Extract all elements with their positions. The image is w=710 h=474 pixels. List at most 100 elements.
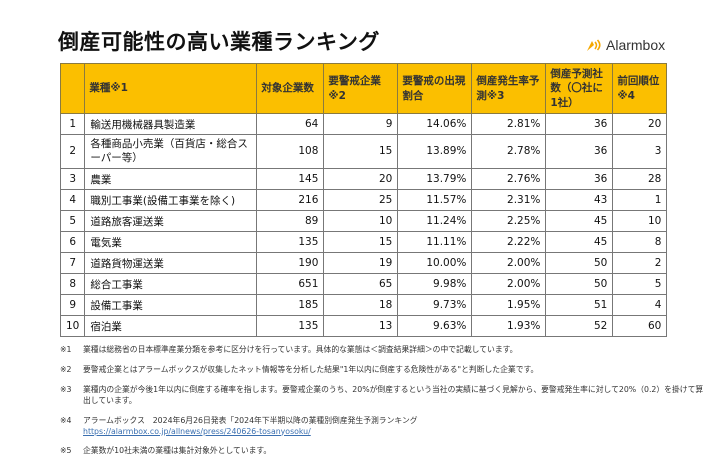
table-row: 10 宿泊業 135 13 9.63% 1.93% 52 60 <box>59 315 668 337</box>
table-row: 6 電気業 135 15 11.11% 2.22% 45 8 <box>59 231 668 253</box>
value-cell: 89 <box>256 210 325 232</box>
table-row: 4 職別工事業(設備工事業を除く) 216 25 11.57% 2.31% 43 1 <box>59 189 668 211</box>
value-cell: 185 <box>256 294 325 316</box>
column-header: 要警戒企業※2 <box>323 63 399 114</box>
value-cell: 10 <box>323 210 399 232</box>
value-cell: 651 <box>256 273 325 295</box>
column-header <box>59 63 86 114</box>
value-cell: 13.89% <box>397 134 473 169</box>
press-link[interactable]: https://alarmbox.co.jp/allnews/press/240… <box>83 426 311 436</box>
value-cell: 5 <box>612 273 668 295</box>
value-cell: 216 <box>256 189 325 211</box>
value-cell: 13 <box>323 315 399 337</box>
value-cell: 11.57% <box>397 189 473 211</box>
rank-cell: 9 <box>59 294 86 316</box>
value-cell: 25 <box>323 189 399 211</box>
industry-cell: 道路貨物運送業 <box>84 252 258 274</box>
value-cell: 28 <box>612 168 668 190</box>
value-cell: 2.25% <box>471 210 547 232</box>
value-cell: 15 <box>323 134 399 169</box>
value-cell: 52 <box>545 315 614 337</box>
rank-cell: 2 <box>59 134 86 169</box>
value-cell: 9 <box>323 113 399 135</box>
table-header-row: 業種※1 対象企業数 要警戒企業※2 要警戒の出現割合 倒産発生率予測※3 倒産予測社数（… <box>59 63 668 114</box>
column-header: 業種※1 <box>84 63 258 114</box>
value-cell: 9.98% <box>397 273 473 295</box>
table-row: 3 農業 145 20 13.79% 2.76% 36 28 <box>59 168 668 190</box>
footnote: ※5 企業数が10社未満の業種は集計対象外としています。 <box>60 446 710 457</box>
industry-cell: 職別工事業(設備工事業を除く) <box>84 189 258 211</box>
footnote-text: 企業数が10社未満の業種は集計対象外としています。 <box>83 446 272 456</box>
value-cell: 10 <box>612 210 668 232</box>
value-cell: 2.22% <box>471 231 547 253</box>
value-cell: 1 <box>612 189 668 211</box>
value-cell: 36 <box>545 168 614 190</box>
column-header: 倒産発生率予測※3 <box>471 63 547 114</box>
value-cell: 2.81% <box>471 113 547 135</box>
value-cell: 14.06% <box>397 113 473 135</box>
industry-cell: 宿泊業 <box>84 315 258 337</box>
value-cell: 2.00% <box>471 273 547 295</box>
footnote: ※1 業種は総務省の日本標準産業分類を参考に区分けを行っています。具体的な業態は＜… <box>60 345 710 356</box>
value-cell: 8 <box>612 231 668 253</box>
value-cell: 18 <box>323 294 399 316</box>
rank-cell: 4 <box>59 189 86 211</box>
value-cell: 2 <box>612 252 668 274</box>
rank-cell: 7 <box>59 252 86 274</box>
value-cell: 45 <box>545 210 614 232</box>
value-cell: 4 <box>612 294 668 316</box>
table-row: 7 道路貨物運送業 190 19 10.00% 2.00% 50 2 <box>59 252 668 274</box>
page-title: 倒産可能性の高い業種ランキング <box>58 30 380 54</box>
value-cell: 50 <box>545 252 614 274</box>
value-cell: 2.00% <box>471 252 547 274</box>
industry-cell: 農業 <box>84 168 258 190</box>
footnote-key: ※2 <box>60 364 72 374</box>
rank-cell: 8 <box>59 273 86 295</box>
value-cell: 9.63% <box>397 315 473 337</box>
value-cell: 10.00% <box>397 252 473 274</box>
value-cell: 60 <box>612 315 668 337</box>
footnote-key: ※5 <box>60 446 72 456</box>
value-cell: 36 <box>545 134 614 169</box>
value-cell: 64 <box>256 113 325 135</box>
footnote-text: 業種は総務省の日本標準産業分類を参考に区分けを行っています。具体的な業態は＜調査… <box>83 345 518 354</box>
logo-text: Alarmbox <box>606 37 666 53</box>
value-cell: 20 <box>612 113 668 135</box>
industry-cell: 電気業 <box>84 231 258 253</box>
industry-cell: 総合工事業 <box>84 273 258 295</box>
value-cell: 36 <box>545 113 614 135</box>
rank-cell: 6 <box>59 231 86 253</box>
value-cell: 51 <box>545 294 614 316</box>
footnote-text: 業種内の企業が今後1年以内に倒産する確率を指します。要警戒企業のうち、20%が倒… <box>83 384 704 405</box>
industry-cell: 設備工事業 <box>84 294 258 316</box>
table-row: 8 総合工事業 651 65 9.98% 2.00% 50 5 <box>59 273 668 295</box>
footnote: ※3 業種内の企業が今後1年以内に倒産する確率を指します。要警戒企業のうち、20%… <box>60 385 710 407</box>
footnote-key: ※3 <box>60 384 72 394</box>
value-cell: 11.11% <box>397 231 473 253</box>
industry-cell: 各種商品小売業（百貨店・総合スーパー等） <box>84 134 258 169</box>
table-row: 2 各種商品小売業（百貨店・総合スーパー等） 108 15 13.89% 2.78% 36 3 <box>59 134 668 169</box>
value-cell: 1.93% <box>471 315 547 337</box>
value-cell: 9.73% <box>397 294 473 316</box>
footnote: ※2 要警戒企業とはアラームボックスが収集したネット情報等を分析した結果"1年以内… <box>60 365 710 376</box>
alarm-wave-icon <box>587 39 601 51</box>
value-cell: 135 <box>256 315 325 337</box>
industry-cell: 道路旅客運送業 <box>84 210 258 232</box>
industry-cell: 輸送用機械器具製造業 <box>84 113 258 135</box>
rank-cell: 3 <box>59 168 86 190</box>
table-row: 5 道路旅客運送業 89 10 11.24% 2.25% 45 10 <box>59 210 668 232</box>
value-cell: 1.95% <box>471 294 547 316</box>
value-cell: 50 <box>545 273 614 295</box>
value-cell: 65 <box>323 273 399 295</box>
table-row: 1 輸送用機械器具製造業 64 9 14.06% 2.81% 36 20 <box>59 113 668 135</box>
value-cell: 20 <box>323 168 399 190</box>
column-header: 倒産予測社数（〇社に1社） <box>545 63 614 114</box>
footnote: ※4 アラームボックス 2024年6月26日発表「2024年下半期以降の業種別倒産… <box>60 416 710 438</box>
value-cell: 13.79% <box>397 168 473 190</box>
footnote-text: アラームボックス 2024年6月26日発表「2024年下半期以降の業種別倒産発生… <box>83 415 418 425</box>
value-cell: 2.76% <box>471 168 547 190</box>
ranking-table: 業種※1 対象企業数 要警戒企業※2 要警戒の出現割合 倒産発生率予測※3 倒産予測社数（… <box>59 63 668 337</box>
rank-cell: 1 <box>59 113 86 135</box>
value-cell: 11.24% <box>397 210 473 232</box>
footnote-key: ※4 <box>60 415 72 425</box>
